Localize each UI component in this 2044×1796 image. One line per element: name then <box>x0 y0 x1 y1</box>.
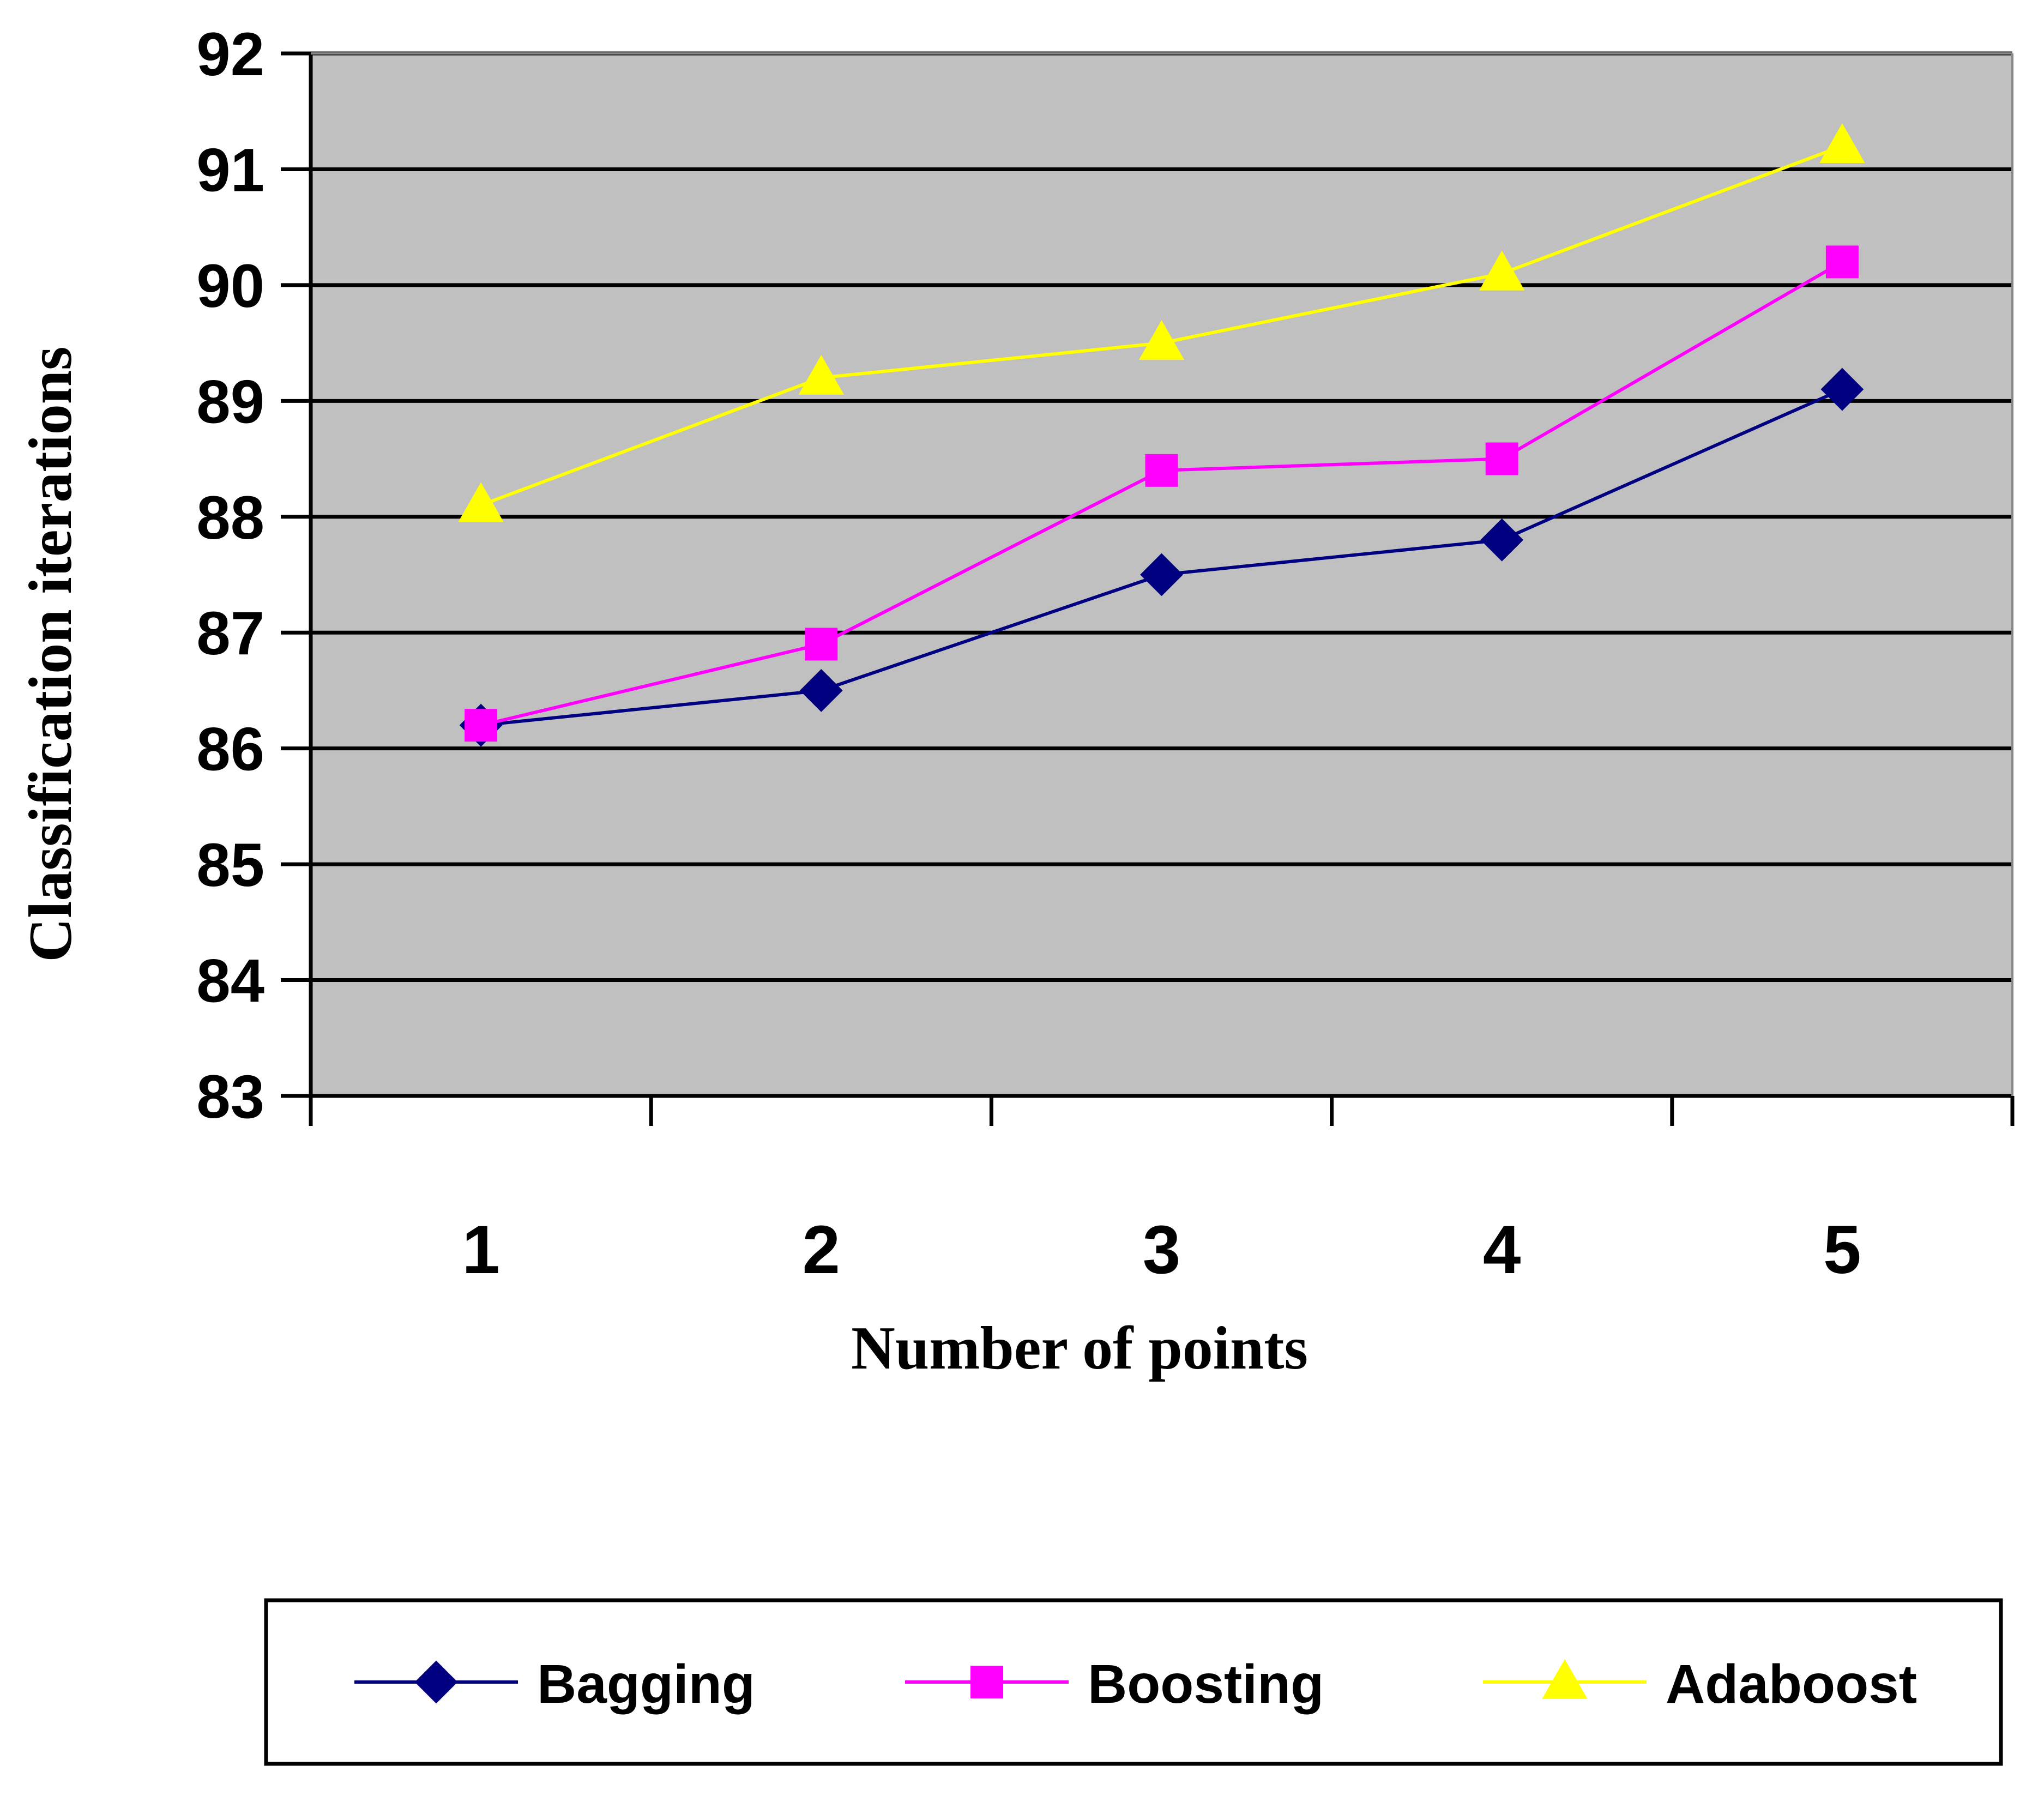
legend-item-boosting: Boosting <box>905 1654 1324 1715</box>
data-point <box>1138 320 1185 360</box>
y-tick-label: 86 <box>196 715 264 784</box>
x-tick-label: 3 <box>1143 1212 1181 1288</box>
x-tick-label: 4 <box>1483 1212 1521 1288</box>
legend-item-bagging: Bagging <box>354 1654 755 1715</box>
y-tick-label: 85 <box>196 831 264 899</box>
y-tick-label: 92 <box>196 20 264 88</box>
data-point <box>805 628 838 661</box>
y-axis-title: Classification iterations <box>17 346 85 962</box>
y-tick-label: 84 <box>196 947 264 1015</box>
data-point <box>1820 367 1864 411</box>
y-tick-label: 91 <box>196 136 264 204</box>
data-point <box>458 482 504 522</box>
legend-label: Bagging <box>537 1654 755 1715</box>
data-point <box>1140 553 1183 596</box>
data-point <box>1485 442 1518 475</box>
legend-swatch-marker <box>970 1666 1003 1698</box>
y-tick-label: 87 <box>196 599 264 667</box>
data-point <box>1819 123 1865 163</box>
x-tick-label: 5 <box>1823 1212 1861 1288</box>
legend-label: Adaboost <box>1666 1654 1917 1715</box>
x-ticks: 1 2 3 4 5 <box>309 1096 2015 1288</box>
y-ticks: 83 84 85 86 87 88 89 90 91 92 <box>196 20 311 1131</box>
x-tick-label: 2 <box>803 1212 841 1288</box>
axes <box>309 52 2013 1098</box>
legend: Bagging Boosting Adaboost <box>264 1598 2003 1766</box>
data-point <box>1825 245 1859 279</box>
x-tick-label: 1 <box>462 1212 500 1288</box>
legend-item-adaboost: Adaboost <box>1483 1654 1917 1715</box>
series-boosting <box>465 245 1859 742</box>
data-point <box>1480 518 1524 562</box>
y-tick-label: 88 <box>196 484 264 552</box>
legend-swatch-marker <box>1542 1659 1588 1699</box>
data-point <box>1145 454 1178 487</box>
data-point <box>1479 250 1525 291</box>
legend-box <box>264 1598 2003 1766</box>
data-point <box>798 354 845 395</box>
legend-label: Boosting <box>1088 1654 1324 1715</box>
legend-swatch-marker <box>414 1660 458 1704</box>
y-tick-label: 83 <box>196 1063 264 1131</box>
y-tick-label: 89 <box>196 367 264 436</box>
y-tick-label: 90 <box>196 252 264 320</box>
x-axis-title: Number of points <box>851 1315 1308 1382</box>
data-point <box>465 709 498 742</box>
data-point <box>799 669 843 712</box>
series-layer <box>458 123 1865 747</box>
series-adaboost <box>458 123 1865 522</box>
